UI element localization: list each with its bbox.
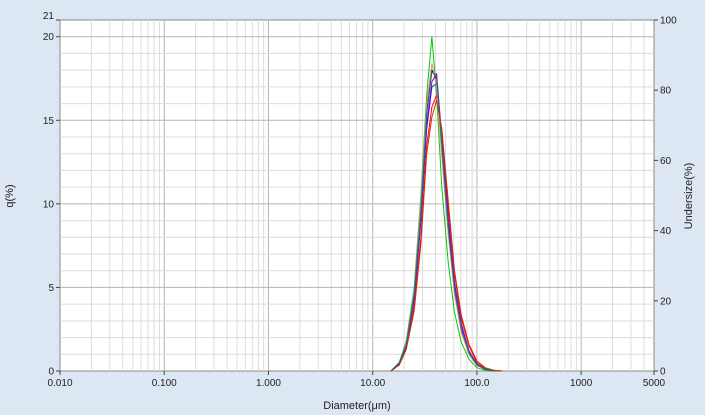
series-line-8	[390, 99, 503, 372]
x-axis-ticks: 0.010 0.100 1.000 10.00 100.0 1000 5000	[47, 371, 666, 389]
y2-axis-ticks: 0 20 40 60 80 100	[654, 16, 677, 378]
y2-axis-label: Undersize(%)	[683, 163, 695, 230]
y-axis-ticks: 0 5 10 15 20 21	[43, 11, 60, 378]
y-tick-label: 15	[43, 116, 55, 127]
y-axis-label: q(%)	[4, 184, 16, 207]
x-tick-label: 0.100	[152, 378, 177, 389]
y2-tick-label: 20	[660, 296, 672, 307]
y2-tick-label: 100	[660, 16, 677, 27]
y-tick-label: 10	[43, 199, 55, 210]
x-axis-label: Diameter(μm)	[323, 400, 390, 412]
x-tick-label: 5000	[643, 378, 666, 389]
grid	[60, 20, 654, 371]
x-tick-label: 10.00	[360, 378, 385, 389]
y2-tick-label: 80	[660, 86, 672, 97]
y2-tick-label: 40	[660, 226, 672, 237]
y-tick-label: 0	[48, 367, 54, 378]
x-tick-label: 1.000	[256, 378, 281, 389]
y-tick-label: 5	[48, 283, 54, 294]
y-tick-label: 20	[43, 32, 55, 43]
y-tick-label: 21	[43, 11, 55, 22]
x-tick-label: 0.010	[47, 378, 72, 389]
y2-tick-label: 60	[660, 156, 672, 167]
x-tick-label: 100.0	[464, 378, 489, 389]
series-lines	[390, 36, 503, 372]
y2-tick-label: 0	[660, 367, 666, 378]
x-tick-label: 1000	[570, 378, 593, 389]
series-line-7	[390, 71, 503, 372]
